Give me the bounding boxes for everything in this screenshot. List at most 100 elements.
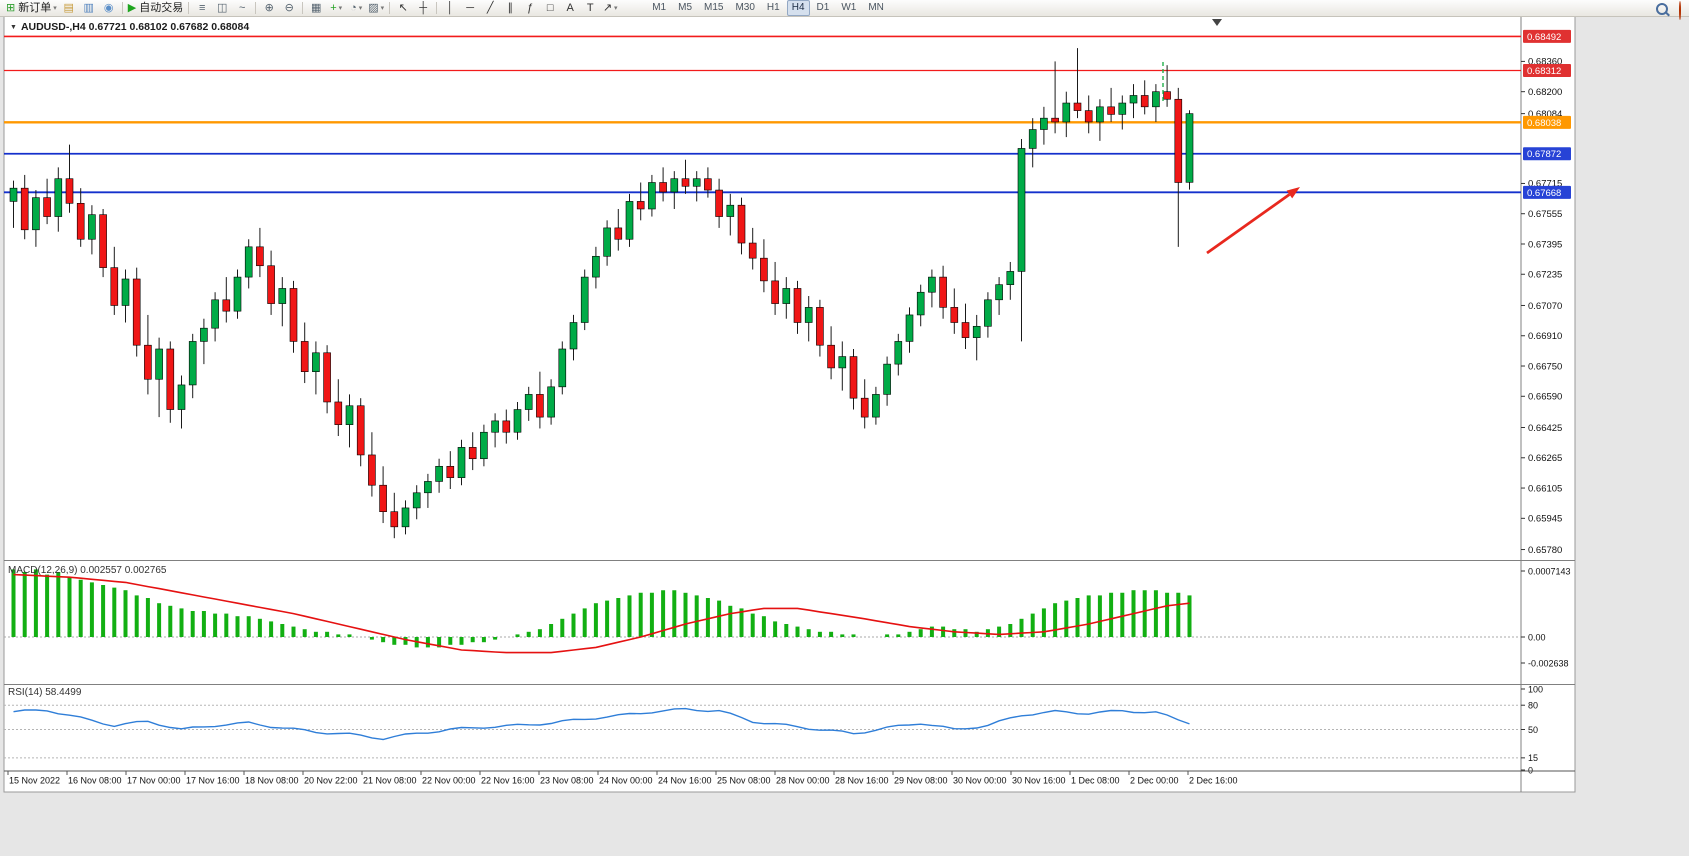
svg-text:25 Nov 08:00: 25 Nov 08:00 [717, 776, 771, 786]
svg-text:2 Dec 00:00: 2 Dec 00:00 [1130, 776, 1179, 786]
svg-text:24 Nov 00:00: 24 Nov 00:00 [599, 776, 653, 786]
timeframe-m15[interactable]: M15 [704, 2, 724, 13]
new-order-button[interactable]: ⊞ 新订单 ▾ [4, 1, 59, 16]
level-lines-layer[interactable] [4, 35, 1521, 194]
chevron-down-icon: ▾ [338, 4, 343, 12]
channel-tool-icon: ∥ [507, 1, 513, 14]
periods-menu-button[interactable]: ◔ ▾ [346, 1, 366, 16]
zoom-out-button[interactable]: ⊖ [279, 1, 299, 16]
svg-text:22 Nov 00:00: 22 Nov 00:00 [422, 776, 476, 786]
price-badge-0.68492 [1523, 29, 1571, 43]
macd-label: MACD(12,26,9) 0.002557 0.002765 [8, 565, 167, 576]
svg-text:0.68492: 0.68492 [1527, 32, 1561, 43]
svg-text:0.66105: 0.66105 [1528, 483, 1562, 494]
svg-text:1 Dec 08:00: 1 Dec 08:00 [1071, 776, 1120, 786]
zoom-in-button[interactable]: ⊕ [259, 1, 279, 16]
price-badge-0.68038 [1523, 115, 1571, 129]
svg-text:23 Nov 08:00: 23 Nov 08:00 [540, 776, 594, 786]
horizontal-line-tool-icon: ─ [466, 1, 475, 14]
svg-text:0.67668: 0.67668 [1527, 188, 1561, 199]
svg-text:0.68312: 0.68312 [1527, 66, 1561, 77]
rsi-label: RSI(14) 58.4499 [8, 687, 82, 698]
chart-window-button[interactable]: ▤ [59, 1, 79, 16]
toolbar-right-icons [1656, 1, 1681, 20]
candlestick-mode-button[interactable]: ◫ [212, 1, 232, 16]
channel-tool-button[interactable]: ∥ [500, 1, 520, 16]
svg-text:17 Nov 00:00: 17 Nov 00:00 [127, 776, 181, 786]
profiles-icon: ▥ [83, 1, 94, 14]
indicators-button[interactable]: + ▾ [326, 1, 346, 16]
crosshair-tool-icon: ┼ [419, 1, 428, 14]
horizontal-line-tool-button[interactable]: ─ [460, 1, 480, 16]
timeframe-w1[interactable]: W1 [841, 2, 857, 13]
notifications-icon[interactable] [1679, 1, 1681, 20]
candlestick-mode-icon: ◫ [217, 1, 228, 14]
templates-button[interactable]: ▨ ▾ [366, 1, 386, 16]
shapes-tool-button[interactable]: □ [540, 1, 560, 16]
tile-windows-icon: ▦ [311, 1, 322, 14]
tile-windows-button[interactable]: ▦ [306, 1, 326, 16]
label-tool-button[interactable]: T [580, 1, 600, 16]
arrows-tool-button[interactable]: ↗ ▾ [600, 1, 620, 16]
svg-text:0.67555: 0.67555 [1528, 209, 1562, 220]
vertical-line-tool-button[interactable]: │ [440, 1, 460, 16]
toolbar-separator [121, 2, 123, 14]
text-tool-icon: A [566, 1, 574, 14]
chevron-down-icon: ▾ [380, 4, 385, 12]
zoom-out-icon: ⊖ [284, 1, 294, 14]
timeframe-h1[interactable]: H1 [766, 2, 780, 13]
chevron-down-icon: ▾ [53, 4, 57, 12]
svg-text:0.0007143: 0.0007143 [1528, 566, 1571, 576]
chart-title: ▼ AUDUSD-,H4 0.67721 0.68102 0.67682 0.6… [10, 21, 249, 33]
bar-chart-mode-button[interactable]: ≡ [192, 1, 212, 16]
svg-text:80: 80 [1528, 701, 1538, 711]
trendline-tool-icon: ╱ [486, 1, 494, 14]
toolbar-separator [255, 2, 257, 14]
toolbar-separator [302, 2, 304, 14]
news-button[interactable]: ◉ [99, 1, 119, 16]
search-icon[interactable] [1656, 2, 1668, 20]
svg-text:0.67395: 0.67395 [1528, 239, 1562, 250]
macd-signal-line [13, 573, 1190, 654]
svg-text:0.67070: 0.67070 [1528, 301, 1562, 312]
profiles-button[interactable]: ▥ [79, 1, 99, 16]
new-order-button-label: 新订单 [18, 1, 52, 14]
svg-text:0.68360: 0.68360 [1528, 57, 1562, 68]
svg-text:16 Nov 08:00: 16 Nov 08:00 [68, 776, 122, 786]
trendline-tool-button[interactable]: ╱ [480, 1, 500, 16]
svg-text:22 Nov 16:00: 22 Nov 16:00 [481, 776, 535, 786]
svg-text:0.67715: 0.67715 [1528, 179, 1562, 190]
chart-shift-marker[interactable] [1212, 19, 1222, 26]
cursor-tool-button[interactable]: ↖ [393, 1, 413, 16]
svg-text:15 Nov 2022: 15 Nov 2022 [9, 776, 60, 786]
text-tool-button[interactable]: A [560, 1, 580, 16]
crosshair-tool-button[interactable]: ┼ [413, 1, 433, 16]
annotation-arrow[interactable] [1206, 187, 1300, 255]
timeframe-h4[interactable]: H4 [786, 0, 810, 16]
svg-text:0.65945: 0.65945 [1528, 514, 1562, 525]
svg-text:0.00: 0.00 [1528, 632, 1546, 642]
svg-text:24 Nov 16:00: 24 Nov 16:00 [658, 776, 712, 786]
auto-trading-button[interactable]: ▶ 自动交易 [126, 1, 185, 16]
timeframe-m30[interactable]: M30 [735, 2, 755, 13]
svg-text:0.68084: 0.68084 [1528, 109, 1562, 120]
chevron-down-icon: ▾ [358, 4, 363, 12]
rsi-line [13, 707, 1190, 741]
toolbar-separator [188, 2, 190, 14]
line-chart-mode-button[interactable]: ~ [232, 1, 252, 16]
timeframe-mn[interactable]: MN [868, 2, 884, 13]
svg-text:0.68038: 0.68038 [1527, 118, 1561, 129]
timeframe-d1[interactable]: D1 [816, 2, 830, 13]
timeframe-m1[interactable]: M1 [652, 2, 667, 13]
label-tool-icon: T [586, 1, 594, 14]
line-chart-mode-icon: ~ [238, 1, 246, 14]
main-toolbar: ⊞ 新订单 ▾ ▤ ▥ ◉ ▶ 自动交易 ≡ ◫ ~ ⊕ ⊖ ▦ + ▾ ◔ ▾ ▨ ▾ ↖ ┼ │ ─ ╱ ∥ ƒ □ A T ↗ ▾ M1 M… [0, 0, 1689, 20]
chart-collapse-icon[interactable]: ▼ [10, 23, 17, 31]
timeframe-m5[interactable]: M5 [678, 2, 693, 13]
chart-window[interactable] [3, 15, 1576, 793]
svg-text:28 Nov 16:00: 28 Nov 16:00 [835, 776, 889, 786]
svg-text:0.67872: 0.67872 [1527, 149, 1561, 160]
fibonacci-tool-button[interactable]: ƒ [520, 1, 540, 16]
toolbar-separator [436, 2, 438, 14]
